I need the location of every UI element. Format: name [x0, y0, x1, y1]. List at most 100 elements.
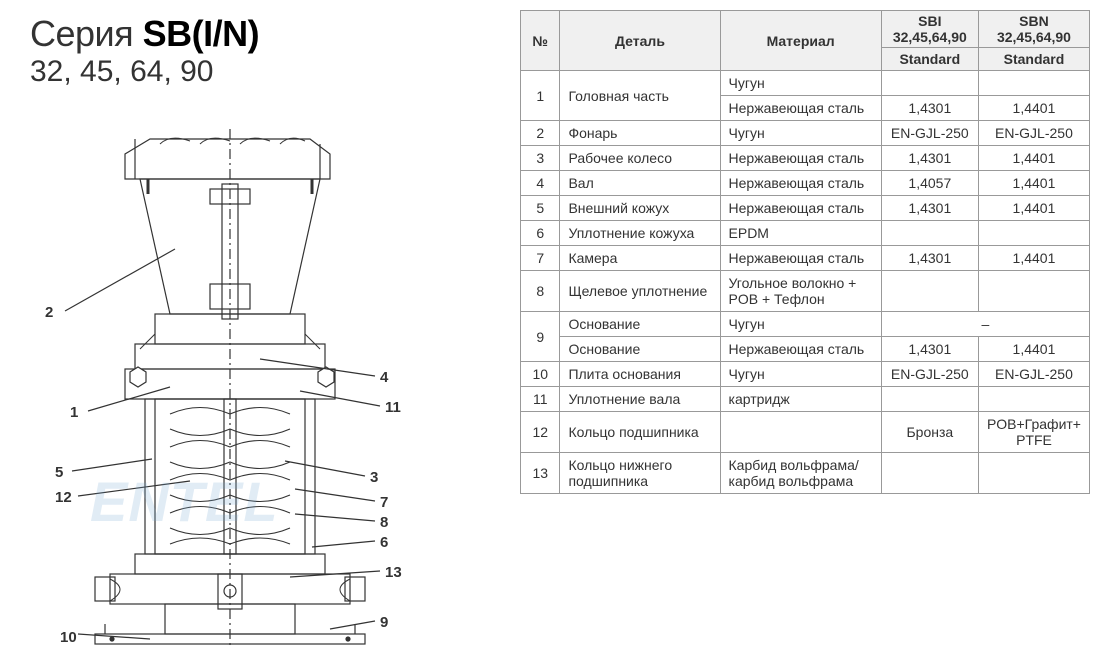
cell-num: 10 — [521, 362, 560, 387]
callout-12: 12 — [55, 489, 72, 506]
table-row: 5Внешний кожухНержавеющая сталь1,43011,4… — [521, 196, 1090, 221]
cell-part: Основание — [560, 337, 720, 362]
table-row: 4ВалНержавеющая сталь1,40571,4401 — [521, 171, 1090, 196]
cell-sbi: Бронза — [881, 412, 978, 453]
callout-2: 2 — [45, 304, 53, 321]
cell-material: Нержавеющая сталь — [720, 171, 881, 196]
cell-material: картридж — [720, 387, 881, 412]
cell-sbi: 1,4301 — [881, 337, 978, 362]
cell-material: Угольное волокно + POB + Тефлон — [720, 271, 881, 312]
cell-part: Кольцо подшипника — [560, 412, 720, 453]
cell-part: Основание — [560, 312, 720, 337]
th-sbn-std: Standard — [978, 48, 1089, 71]
cell-sbn: 1,4401 — [978, 246, 1089, 271]
cell-material: Нержавеющая сталь — [720, 337, 881, 362]
title: Серия SB(I/N) — [30, 15, 500, 53]
cell-sbn: POB+Графит+PTFE — [978, 412, 1089, 453]
callout-8: 8 — [380, 514, 388, 531]
cell-sbi: 1,4301 — [881, 246, 978, 271]
table-row: 3Рабочее колесоНержавеющая сталь1,43011,… — [521, 146, 1090, 171]
cell-part: Фонарь — [560, 121, 720, 146]
th-sbi-std: Standard — [881, 48, 978, 71]
cell-part: Головная часть — [560, 71, 720, 121]
cell-sbn: EN-GJL-250 — [978, 121, 1089, 146]
cell-num: 1 — [521, 71, 560, 121]
table-row: 6Уплотнение кожухаEPDM — [521, 221, 1090, 246]
cell-sbi: 1,4301 — [881, 146, 978, 171]
cell-sbi — [881, 271, 978, 312]
cell-material: EPDM — [720, 221, 881, 246]
th-material: Материал — [720, 11, 881, 71]
cell-num: 11 — [521, 387, 560, 412]
cell-sbi — [881, 221, 978, 246]
cell-sbi: 1,4057 — [881, 171, 978, 196]
cell-part: Щелевое уплотнение — [560, 271, 720, 312]
cell-num: 7 — [521, 246, 560, 271]
callout-9: 9 — [380, 614, 388, 631]
cell-num: 9 — [521, 312, 560, 362]
cell-sbn: 1,4401 — [978, 337, 1089, 362]
cell-part: Плита основания — [560, 362, 720, 387]
cell-part: Кольцо нижнего подшипника — [560, 453, 720, 494]
parts-table: № Деталь Материал SBI32,45,64,90 SBN32,4… — [520, 10, 1090, 494]
th-num: № — [521, 11, 560, 71]
title-bold: SB(I/N) — [143, 13, 260, 54]
cell-sbn: 1,4401 — [978, 96, 1089, 121]
callout-6: 6 — [380, 534, 388, 551]
table-row: 8Щелевое уплотнениеУгольное волокно + PO… — [521, 271, 1090, 312]
cell-part: Уплотнение кожуха — [560, 221, 720, 246]
cell-num: 13 — [521, 453, 560, 494]
cell-part: Камера — [560, 246, 720, 271]
cell-sbn: 1,4401 — [978, 196, 1089, 221]
cell-sbi — [881, 453, 978, 494]
cell-part: Рабочее колесо — [560, 146, 720, 171]
cell-num: 4 — [521, 171, 560, 196]
cell-material — [720, 412, 881, 453]
table-row: 7КамераНержавеющая сталь1,43011,4401 — [521, 246, 1090, 271]
table-row: 12Кольцо подшипника БронзаPOB+Графит+PTFE — [521, 412, 1090, 453]
subtitle: 32, 45, 64, 90 — [30, 55, 500, 89]
callout-4: 4 — [380, 369, 388, 386]
cell-material: Чугун — [720, 71, 881, 96]
cell-sbn: 1,4401 — [978, 146, 1089, 171]
cell-num: 6 — [521, 221, 560, 246]
th-sbn: SBN32,45,64,90 — [978, 11, 1089, 48]
cell-sbi: 1,4301 — [881, 196, 978, 221]
cell-material: Чугун — [720, 312, 881, 337]
cell-part: Уплотнение вала — [560, 387, 720, 412]
cell-part: Вал — [560, 171, 720, 196]
cell-material: Карбид вольфрама/карбид вольфрама — [720, 453, 881, 494]
callout-10: 10 — [60, 629, 77, 646]
cell-material: Чугун — [720, 121, 881, 146]
cell-num: 5 — [521, 196, 560, 221]
cell-material: Нержавеющая сталь — [720, 96, 881, 121]
cell-material: Нержавеющая сталь — [720, 196, 881, 221]
pump-diagram: ENTEL — [40, 129, 470, 649]
cell-sbi: 1,4301 — [881, 96, 978, 121]
cell-sbn: 1,4401 — [978, 171, 1089, 196]
callout-1: 1 — [70, 404, 78, 421]
cell-sbi — [881, 387, 978, 412]
cell-sbn — [978, 271, 1089, 312]
cell-sbn: EN-GJL-250 — [978, 362, 1089, 387]
cell-sbi — [881, 71, 978, 96]
callout-7: 7 — [380, 494, 388, 511]
cell-num: 12 — [521, 412, 560, 453]
cell-material: Чугун — [720, 362, 881, 387]
cell-material: Нержавеющая сталь — [720, 146, 881, 171]
table-row: 1Головная частьЧугун — [521, 71, 1090, 96]
callout-11: 11 — [385, 399, 401, 416]
cell-num: 2 — [521, 121, 560, 146]
cell-value: – — [881, 312, 1089, 337]
th-part: Деталь — [560, 11, 720, 71]
title-prefix: Серия — [30, 13, 143, 54]
left-column: Серия SB(I/N) 32, 45, 64, 90 ENTEL — [30, 10, 500, 649]
pump-cross-section-svg — [40, 129, 470, 649]
table-row: 2ФонарьЧугунEN-GJL-250EN-GJL-250 — [521, 121, 1090, 146]
table-row: 10Плита основанияЧугунEN-GJL-250EN-GJL-2… — [521, 362, 1090, 387]
right-column: № Деталь Материал SBI32,45,64,90 SBN32,4… — [520, 10, 1090, 649]
cell-sbi: EN-GJL-250 — [881, 121, 978, 146]
cell-sbn — [978, 453, 1089, 494]
table-row: 13Кольцо нижнего подшипникаКарбид вольфр… — [521, 453, 1090, 494]
callout-3: 3 — [370, 469, 378, 486]
